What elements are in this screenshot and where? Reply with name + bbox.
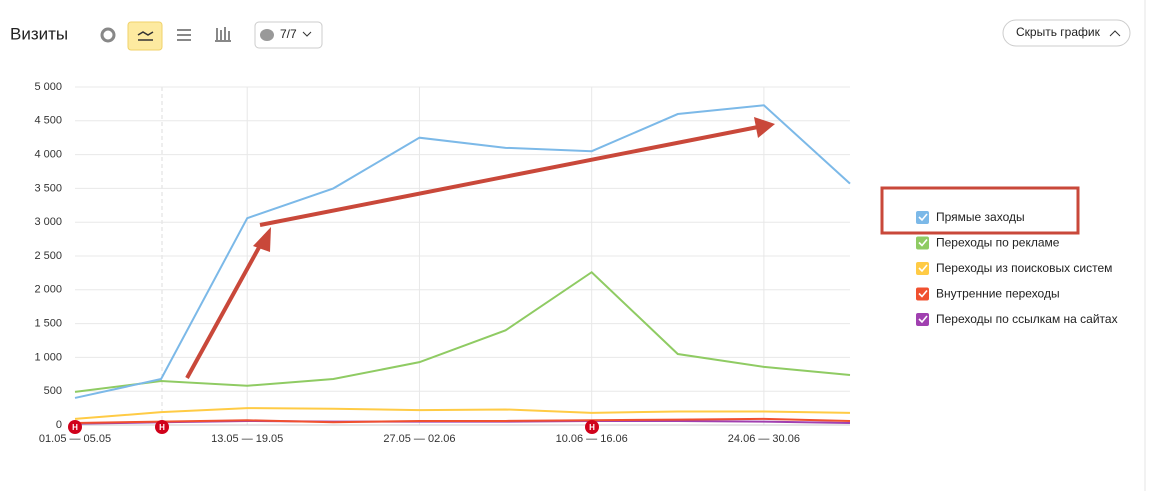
y-tick-label: 5 000	[34, 81, 62, 93]
y-tick-label: 1 000	[34, 351, 62, 363]
x-tick-label: 24.06 — 30.06	[728, 433, 800, 445]
view-pie-icon[interactable]	[100, 27, 116, 43]
hide-chart-button[interactable]: Скрыть график	[1002, 19, 1131, 47]
legend-check	[918, 213, 928, 222]
legend-check	[918, 264, 928, 273]
view-line-icon[interactable]	[127, 21, 163, 51]
legend-checkbox	[916, 262, 929, 275]
plot: 0 500 1 000 1 500 2 000 2 500 3 000 3 500 4 000 4…	[34, 81, 851, 445]
y-tick-label: 4 500	[34, 115, 62, 127]
arrow	[185, 241, 264, 379]
comments-count: 7/7	[280, 27, 297, 41]
y-tick-label: 2 000	[34, 284, 62, 296]
series-line	[74, 407, 851, 420]
view-area-icon[interactable]	[177, 29, 191, 41]
y-tick-label: 4 000	[34, 149, 62, 161]
y-tick-label: 2 500	[34, 250, 62, 262]
series-line	[74, 270, 851, 393]
y-tick-label: 0	[56, 419, 62, 431]
legend-checkbox	[916, 211, 929, 224]
holiday-marker-label: Н	[159, 423, 165, 432]
holiday-marker	[68, 420, 82, 434]
legend-label: Переходы по рекламе	[936, 236, 1060, 250]
hide-chart-label: Скрыть график	[1016, 25, 1101, 39]
annotations	[185, 117, 1080, 379]
x-tick-label: 01.05 — 05.05	[39, 433, 111, 445]
view-bar-icon[interactable]	[215, 27, 231, 42]
legend-checkbox	[916, 313, 929, 326]
x-tick-label: 13.05 — 19.05	[211, 433, 283, 445]
series-line	[74, 104, 851, 399]
x-tick-label: 27.05 — 02.06	[383, 433, 455, 445]
y-tick-label: 1 500	[34, 318, 62, 330]
legend-check	[918, 289, 928, 298]
legend-check	[918, 238, 928, 247]
holiday-marker-label: Н	[589, 423, 595, 432]
arrowhead	[754, 117, 775, 138]
legend-checkbox	[916, 236, 929, 250]
series-line	[74, 417, 851, 424]
legend-label: Прямые заходы	[936, 210, 1025, 224]
arrowhead	[253, 227, 271, 252]
highlight-box	[880, 186, 1080, 235]
x-tick-label: 10.06 — 16.06	[556, 433, 628, 445]
legend: Прямые заходы Переходы по рекламе Переходы…	[916, 210, 1118, 326]
arrow	[259, 125, 759, 227]
holiday-marker	[585, 420, 599, 434]
holiday-marker	[155, 420, 169, 434]
holiday-marker-label: Н	[72, 423, 78, 432]
y-tick-label: 3 000	[34, 216, 62, 228]
legend-check	[918, 315, 928, 324]
comments-button[interactable]: 7/7	[254, 21, 323, 49]
legend-checkbox	[916, 287, 929, 301]
legend-label: Переходы по ссылкам на сайтах	[936, 312, 1118, 326]
title: Визиты	[10, 24, 68, 43]
y-tick-label: 500	[44, 385, 62, 397]
legend-label: Переходы из поисковых систем	[936, 261, 1112, 275]
y-tick-label: 3 500	[34, 182, 62, 194]
legend-label: Внутренние переходы	[936, 287, 1060, 301]
